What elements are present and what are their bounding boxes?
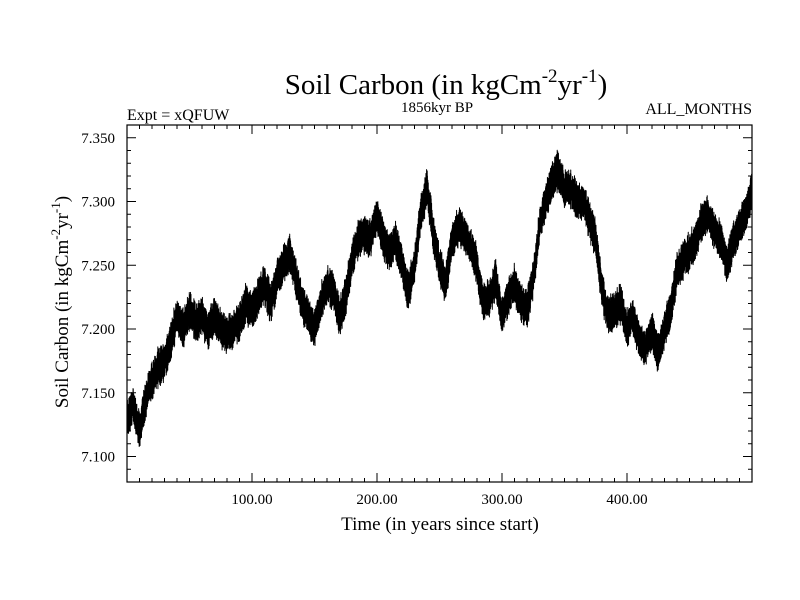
y-tick-label: 7.150 <box>81 386 115 402</box>
months-label: ALL_MONTHS <box>645 101 752 118</box>
series-line <box>126 149 753 448</box>
y-axis-label: Soil Carbon (in kgCm-2yr-1) <box>48 196 73 408</box>
chart-title: Soil Carbon (in kgCm-2yr-1) <box>285 66 607 101</box>
y-tick-label: 7.100 <box>81 450 115 466</box>
experiment-label: Expt = xQFUW <box>127 107 230 124</box>
period-label: 1856kyr BP <box>401 100 473 116</box>
x-axis-label: Time (in years since start) <box>341 514 539 535</box>
y-tick-label: 7.300 <box>81 195 115 211</box>
x-tick-label: 200.00 <box>356 492 397 508</box>
axis-ticks <box>127 124 752 483</box>
x-tick-label: 100.00 <box>231 492 272 508</box>
plot-frame <box>126 124 753 483</box>
y-tick-label: 7.250 <box>81 258 115 274</box>
x-tick-label: 300.00 <box>481 492 522 508</box>
y-tick-label: 7.200 <box>81 322 115 338</box>
y-tick-label: 7.350 <box>81 131 115 147</box>
x-tick-label: 400.00 <box>606 492 647 508</box>
data-series <box>126 149 753 448</box>
axis-tick-labels: 100.00 200.00 300.00 400.00 7.100 7.150 7.200 7… <box>81 131 647 508</box>
